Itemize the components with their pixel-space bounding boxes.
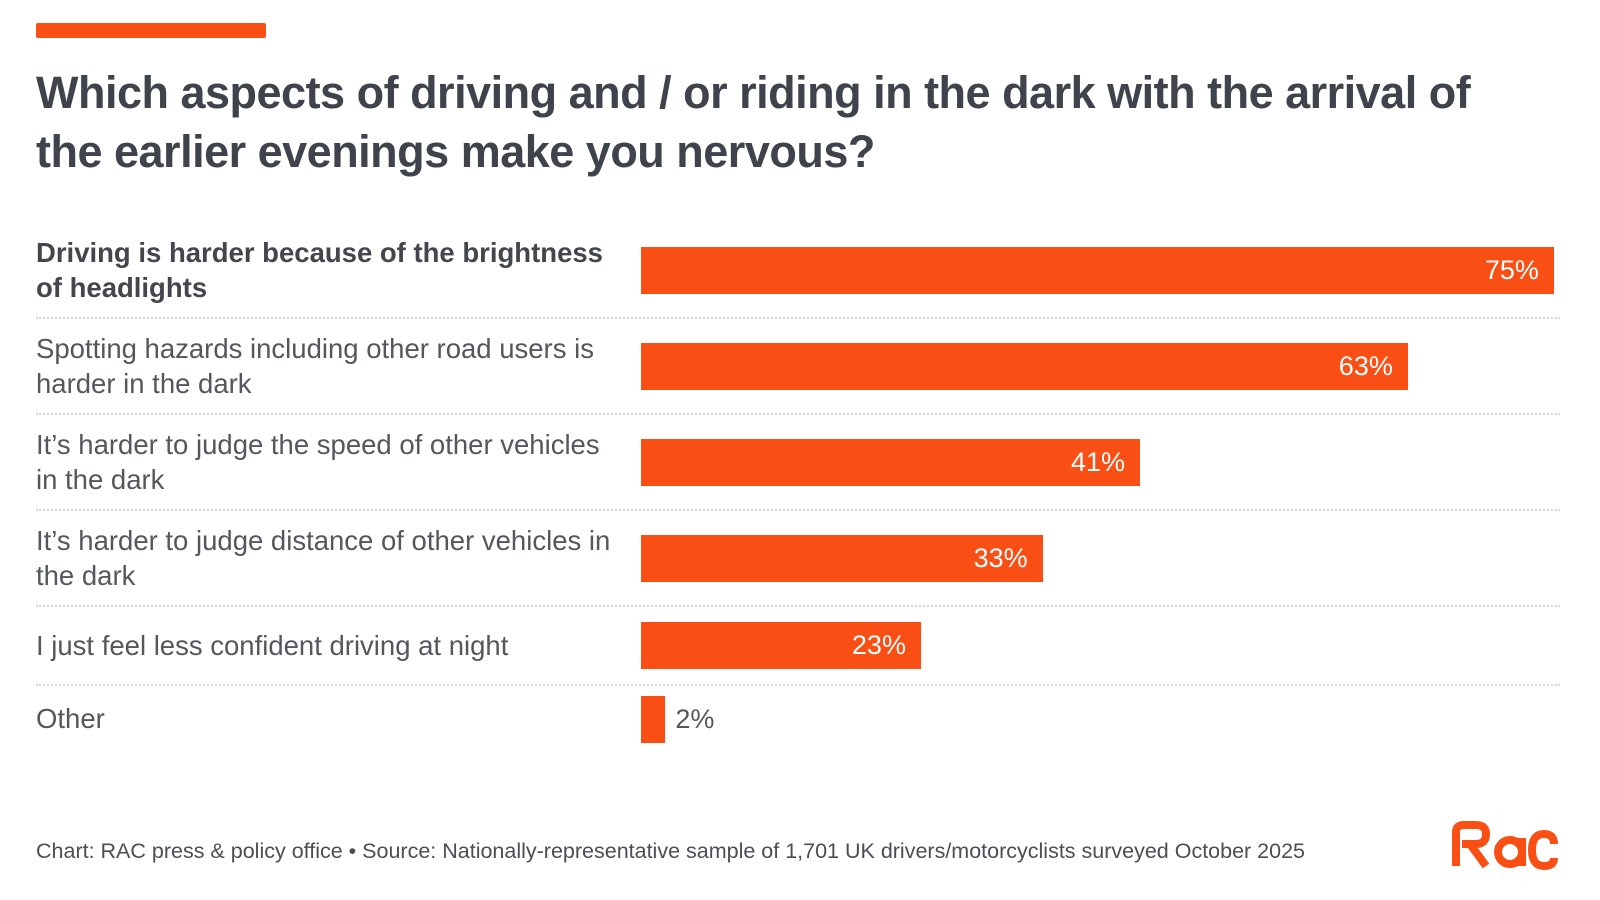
rac-logo xyxy=(1448,818,1560,870)
bar: 33% xyxy=(641,534,1043,582)
bar-track: 23% xyxy=(641,622,1560,669)
rac-logo-icon xyxy=(1452,821,1558,870)
chart-row: Driving is harder because of the brightn… xyxy=(36,223,1560,319)
bar-value-label: 63% xyxy=(1338,350,1393,381)
bar-value-label: 75% xyxy=(1484,254,1539,285)
accent-bar xyxy=(36,23,266,38)
category-label: It’s harder to judge distance of other v… xyxy=(36,524,611,591)
category-label: Driving is harder because of the brightn… xyxy=(36,236,603,303)
chart-row: I just feel less confident driving at ni… xyxy=(36,607,1560,686)
category-label: Other xyxy=(36,703,105,735)
bar: 75% xyxy=(641,246,1554,294)
bar-value-label: 23% xyxy=(851,630,906,660)
source-credit: Chart: RAC press & policy office • Sourc… xyxy=(36,839,1306,863)
chart-row: Other 2% xyxy=(36,686,1560,752)
bar: 23% xyxy=(641,622,921,669)
bar: 41% xyxy=(641,438,1141,486)
bar-track: 75% xyxy=(641,246,1560,294)
bar-track: 41% xyxy=(641,438,1560,486)
bar-chart: Driving is harder because of the brightn… xyxy=(36,223,1560,752)
chart-row: Spotting hazards including other road us… xyxy=(36,319,1560,415)
chart-row: It’s harder to judge the speed of other … xyxy=(36,415,1560,511)
category-label: It’s harder to judge the speed of other … xyxy=(36,428,600,495)
category-label: I just feel less confident driving at ni… xyxy=(36,629,509,661)
bar-value-label: 41% xyxy=(1071,446,1126,477)
bar-track: 33% xyxy=(641,534,1560,582)
bar-value-label: 2% xyxy=(675,703,715,734)
chart-row: It’s harder to judge distance of other v… xyxy=(36,511,1560,607)
bar-track: 2% xyxy=(641,695,1560,743)
bar: 63% xyxy=(641,342,1408,390)
footer: Chart: RAC press & policy office • Sourc… xyxy=(36,818,1560,870)
bar-value-label: 33% xyxy=(973,542,1028,573)
bar-track: 63% xyxy=(641,342,1560,390)
bar xyxy=(641,695,666,743)
category-label: Spotting hazards including other road us… xyxy=(36,332,594,399)
chart-title: Which aspects of driving and / or riding… xyxy=(36,67,1471,177)
